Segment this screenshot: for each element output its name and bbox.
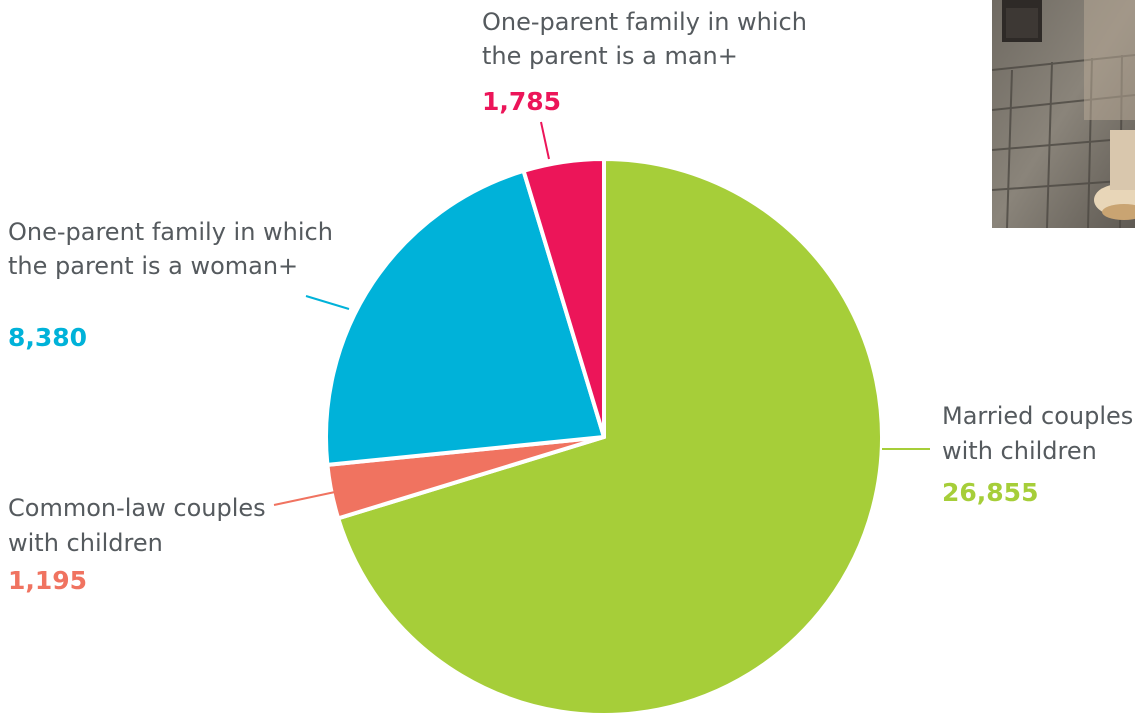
slice-value-label: 8,380 [8,323,87,352]
slice-label-line1: Married couples [942,402,1133,430]
slice-value-label: 1,785 [482,87,561,116]
slice-label-line2: with children [8,529,163,557]
slice-label-line1: One-parent family in which [8,218,333,246]
leader-line [273,491,336,506]
slice-label-line2: the parent is a woman+ [8,252,298,280]
slice-label-line2: the parent is a man+ [482,42,738,70]
pie-slice [336,157,884,715]
slice-value-label: 26,855 [942,478,1038,507]
leader-line [305,295,350,310]
pie-slice [324,168,606,467]
slice-label-line1: One-parent family in which [482,8,807,36]
slice-label-line1: Common-law couples [8,494,266,522]
slice-label-line2: with children [942,437,1097,465]
pie-slice [521,157,606,439]
decorative-photo [992,0,1135,228]
leader-line [540,121,550,160]
street-photo-icon [992,0,1135,228]
slice-value-label: 1,195 [8,566,87,595]
